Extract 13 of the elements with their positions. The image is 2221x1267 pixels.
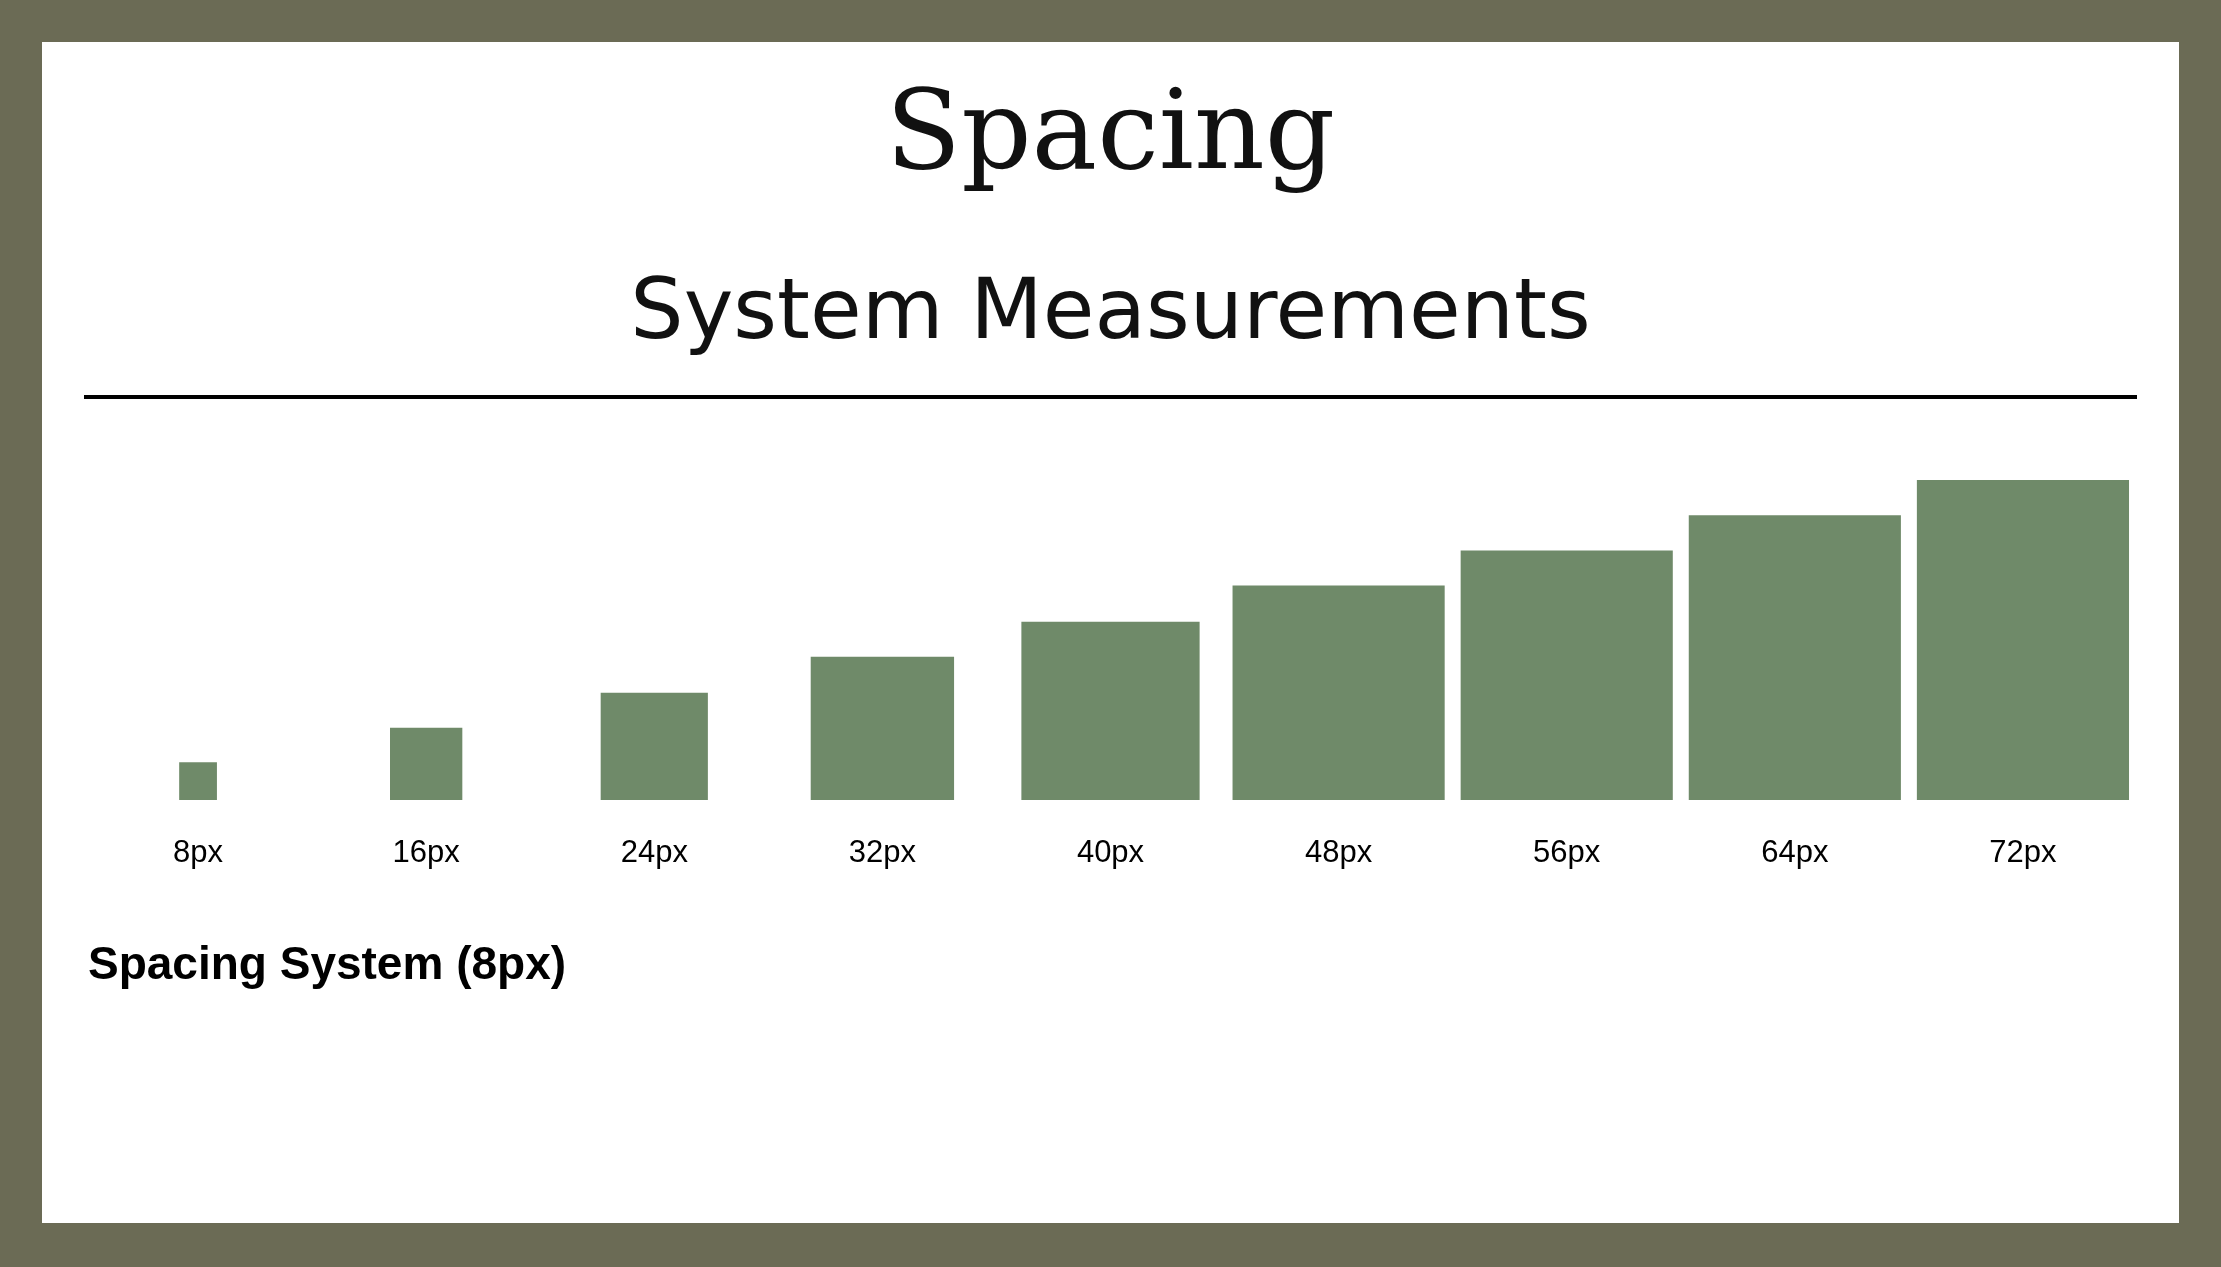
x-tick-label: 48px bbox=[1304, 834, 1373, 869]
x-tick-label: 64px bbox=[1761, 834, 1829, 869]
text: Spacing System (8px) bbox=[88, 937, 567, 989]
x-tick-label: 32px bbox=[848, 834, 917, 869]
x-tick-label: 24px bbox=[620, 834, 689, 869]
x-tick-label: 56px bbox=[1533, 834, 1601, 869]
x-tick-label: 72px bbox=[1989, 834, 2058, 869]
x-tick-label: 16px bbox=[392, 834, 461, 869]
chart-subtitle: System Measurements bbox=[630, 260, 1591, 358]
x-tick-label: 40px bbox=[1076, 834, 1145, 869]
bar bbox=[1021, 621, 1200, 800]
x-tick-label: 8px bbox=[173, 834, 224, 869]
chart-title: Spacing bbox=[885, 66, 1336, 194]
